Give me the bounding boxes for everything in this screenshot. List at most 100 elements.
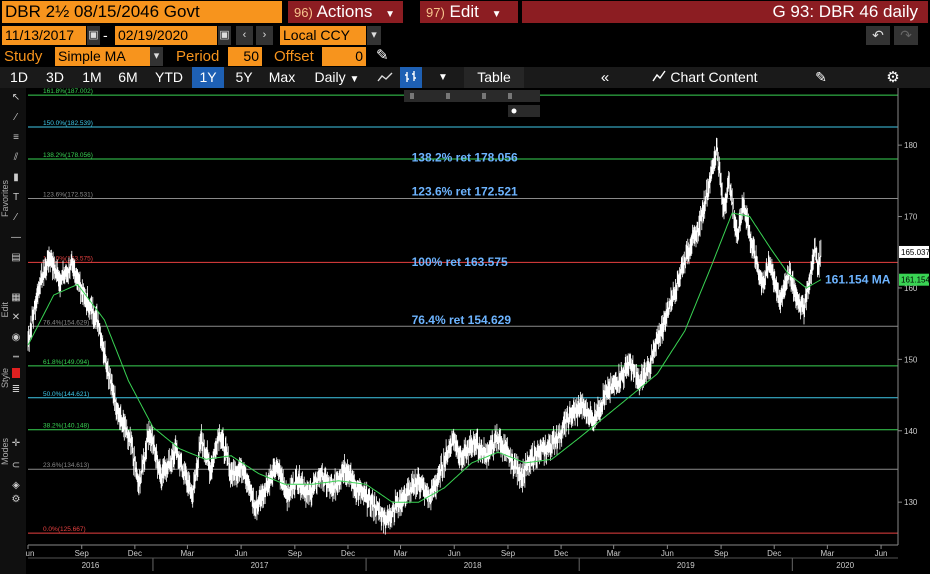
magnet-icon[interactable]: ⊂ bbox=[11, 460, 21, 471]
settings-small-icon[interactable]: ⚙ bbox=[11, 494, 21, 505]
chevron-right-icon[interactable]: › bbox=[256, 26, 273, 45]
redo-icon[interactable]: ↷ bbox=[894, 26, 918, 45]
pencil-icon[interactable]: ✎ bbox=[376, 47, 389, 64]
brush-icon[interactable]: ⁄ bbox=[15, 212, 17, 223]
study-value: Simple MA bbox=[58, 48, 126, 64]
crosshair-icon[interactable]: ✛ bbox=[11, 438, 21, 449]
layers-icon[interactable]: ▤ bbox=[11, 252, 21, 263]
fibonacci-icon[interactable]: ≡ bbox=[13, 132, 19, 143]
horizontal-line-icon[interactable]: — bbox=[11, 232, 21, 243]
actions-menu-button[interactable]: 96) Actions ▼ bbox=[288, 1, 403, 23]
y-tick-label: 170 bbox=[904, 213, 918, 222]
fib-level-label: 161.8%(187.002) bbox=[43, 88, 93, 95]
chart-title-label: G 93: DBR 46 daily bbox=[772, 2, 918, 21]
currency-select[interactable]: Local CCY bbox=[280, 26, 366, 45]
range-1y-button[interactable]: 1Y bbox=[192, 67, 224, 88]
edit-menu-button[interactable]: 97) Edit ▼ bbox=[420, 1, 518, 23]
grid-icon[interactable]: ▦ bbox=[11, 292, 21, 303]
x-tick-label: Mar bbox=[181, 549, 195, 558]
toolbar: 1D 3D 1M 6M YTD 1Y 5Y Max Daily ▼ ▼ Tabl… bbox=[0, 67, 930, 88]
chart-axes: 130 140 150 160 170 180 Jun Sep Dec Mar Jun Sep Dec M… bbox=[26, 88, 930, 571]
year-label: 2018 bbox=[464, 561, 482, 570]
fib-level-label: 50.0%(144.621) bbox=[43, 391, 89, 398]
dash-style-icon[interactable]: ┅ bbox=[12, 352, 20, 363]
date-separator: - bbox=[103, 27, 108, 43]
cursor-icon[interactable]: ↖ bbox=[11, 92, 21, 103]
track-icon[interactable] bbox=[410, 93, 414, 99]
text-icon[interactable]: T bbox=[12, 192, 20, 203]
collapse-icon[interactable]: « bbox=[600, 69, 610, 86]
eye-icon[interactable]: ◉ bbox=[11, 332, 21, 343]
undo-icon[interactable]: ↶ bbox=[866, 26, 890, 45]
reset-icon bbox=[511, 108, 517, 114]
fib-level-label: 150.0%(182.539) bbox=[43, 120, 93, 127]
start-date-field[interactable]: 11/13/2017 bbox=[2, 26, 86, 45]
fibonacci-levels: 161.8%(187.002) 150.0%(182.539) 138.2%(178… bbox=[28, 88, 898, 534]
security-ticker[interactable]: DBR 2½ 08/15/2046 Govt bbox=[2, 1, 282, 23]
line-chart-icon[interactable] bbox=[374, 67, 396, 88]
x-tick-label: Dec bbox=[341, 549, 355, 558]
x-tick-label: Sep bbox=[75, 549, 90, 558]
currency-value: Local CCY bbox=[283, 27, 350, 43]
x-tick-label: Mar bbox=[820, 549, 834, 558]
mode-color-icon[interactable]: ◈ bbox=[12, 480, 20, 491]
chart-annotations: 138.2% ret 178.056 123.6% ret 172.521 100%… bbox=[412, 150, 891, 327]
edit-chart-icon[interactable]: ✎ bbox=[815, 69, 827, 85]
range-5y-button[interactable]: 5Y bbox=[235, 69, 253, 85]
range-6m-button[interactable]: 6M bbox=[118, 69, 138, 85]
calendar-icon[interactable]: ▣ bbox=[218, 26, 231, 45]
annotation-text[interactable]: 123.6% ret 172.521 bbox=[412, 185, 518, 199]
price-chart[interactable]: 161.8%(187.002) 150.0%(182.539) 138.2%(178… bbox=[26, 88, 930, 574]
period-value: 50 bbox=[243, 48, 259, 64]
range-max-button[interactable]: Max bbox=[268, 69, 296, 85]
annotate-icon[interactable] bbox=[446, 93, 450, 99]
reset-button[interactable] bbox=[508, 105, 540, 117]
range-3d-button[interactable]: 3D bbox=[46, 69, 64, 85]
news-icon[interactable] bbox=[482, 93, 486, 99]
table-button[interactable]: Table bbox=[464, 67, 524, 88]
range-1d-button[interactable]: 1D bbox=[10, 69, 28, 85]
year-label: 2017 bbox=[251, 561, 269, 570]
offset-value: 0 bbox=[355, 48, 363, 64]
color-swatch-icon[interactable] bbox=[12, 368, 20, 378]
x-tick-label: Dec bbox=[128, 549, 142, 558]
x-tick-label: Jun bbox=[875, 549, 888, 558]
chevron-down-icon[interactable]: ▾ bbox=[367, 26, 381, 45]
calendar-icon[interactable]: ▣ bbox=[87, 26, 100, 45]
zoom-icon[interactable] bbox=[508, 93, 512, 99]
edit-menu-label: Edit bbox=[449, 2, 479, 21]
annotation-text[interactable]: 76.4% ret 154.629 bbox=[412, 313, 512, 327]
frequency-select[interactable]: Daily ▼ bbox=[306, 67, 368, 88]
line-width-icon[interactable]: ≣ bbox=[11, 384, 21, 395]
x-tick-label: Mar bbox=[394, 549, 408, 558]
gear-icon[interactable]: ⚙ bbox=[886, 69, 900, 86]
period-field[interactable]: 50 bbox=[228, 47, 262, 66]
x-tick-label: Sep bbox=[501, 549, 516, 558]
frequency-value: Daily bbox=[314, 69, 346, 85]
range-1m-button[interactable]: 1M bbox=[82, 69, 102, 85]
marker-icon[interactable]: ▮ bbox=[13, 172, 19, 183]
moving-average-series bbox=[27, 212, 822, 503]
bar-chart-icon[interactable] bbox=[400, 67, 422, 88]
chevron-down-icon[interactable]: ▼ bbox=[438, 72, 448, 83]
annotation-text[interactable]: 100% ret 163.575 bbox=[412, 255, 508, 269]
fib-level-label: 38.2%(140.148) bbox=[43, 423, 89, 430]
chart-content-button[interactable]: Chart Content bbox=[644, 67, 766, 88]
x-tick-label: Sep bbox=[714, 549, 729, 558]
draw-line-icon[interactable]: ⁄ bbox=[15, 112, 17, 123]
year-label: 2016 bbox=[82, 561, 100, 570]
annotation-text[interactable]: 138.2% ret 178.056 bbox=[412, 150, 518, 164]
end-date-field[interactable]: 02/19/2020 bbox=[115, 26, 217, 45]
study-select[interactable]: Simple MA bbox=[55, 47, 150, 66]
delete-icon[interactable]: ✕ bbox=[11, 312, 21, 323]
study-label: Study bbox=[4, 48, 43, 65]
chevron-down-icon: ▼ bbox=[349, 74, 360, 85]
channel-icon[interactable]: ⫽ bbox=[13, 152, 19, 163]
chevron-left-icon[interactable]: ‹ bbox=[236, 26, 253, 45]
drawing-mini-toolbar[interactable] bbox=[404, 90, 540, 117]
offset-field[interactable]: 0 bbox=[322, 47, 366, 66]
chevron-down-icon[interactable]: ▾ bbox=[150, 47, 163, 66]
chart-content-icon bbox=[652, 69, 670, 85]
annotation-text[interactable]: 161.154 MA bbox=[825, 272, 891, 286]
range-ytd-button[interactable]: YTD bbox=[155, 69, 183, 85]
